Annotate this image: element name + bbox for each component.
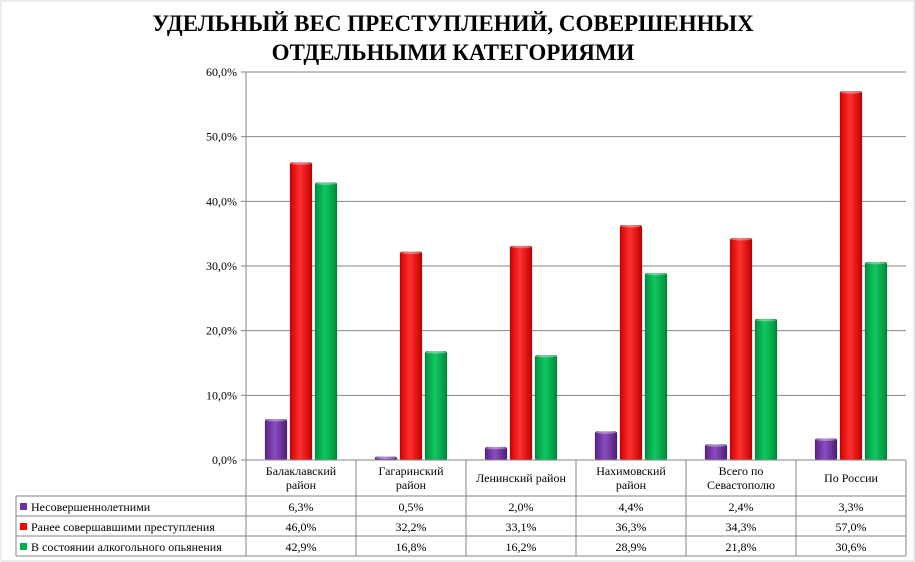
table-cell: 6,3% (289, 500, 314, 514)
bar-cap (486, 446, 506, 450)
category-label: По России (824, 471, 878, 485)
bar-3-1 (314, 182, 338, 461)
table-cell: 46,0% (286, 520, 317, 534)
bar-cap (816, 438, 836, 441)
legend-key-1 (20, 503, 27, 510)
table-cell: 42,9% (286, 540, 317, 554)
category-label: Всего по (719, 464, 764, 478)
bar-2-6 (839, 91, 863, 461)
category-label: Нахимовский (596, 464, 666, 478)
chart-title-line-2: ОТДЕЛЬНЫМИ КАТЕГОРИЯМИ (272, 40, 635, 65)
table-cell: 2,4% (729, 500, 754, 514)
table-cell: 57,0% (836, 520, 867, 534)
legend-key-2 (20, 523, 27, 530)
bar-2-3 (509, 245, 533, 461)
y-tick-label: 50,0% (206, 130, 237, 144)
bar-cap (706, 444, 726, 447)
y-tick-label: 40,0% (206, 194, 237, 208)
bar-3-4 (644, 272, 668, 461)
table-cell: 28,9% (616, 540, 647, 554)
bar-3-2 (424, 351, 448, 461)
bar-cap (291, 162, 311, 165)
table-cell: 33,1% (506, 520, 537, 534)
bar-cap (536, 354, 556, 358)
bar-cap (401, 251, 421, 255)
bar-2-2 (399, 251, 423, 461)
table-cell: 21,8% (726, 540, 757, 554)
y-tick-label: 60,0% (206, 65, 237, 79)
y-axis: 0,0% 10,0% 20,0% 30,0% 40,0% 50,0% 60,0% (206, 65, 247, 467)
table-cell: 32,2% (396, 520, 427, 534)
bar-cap (376, 456, 396, 460)
y-tick-label: 0,0% (212, 453, 237, 467)
table-cell: 36,3% (616, 520, 647, 534)
bar-cap (596, 431, 616, 434)
bar-cap (731, 237, 751, 241)
category-label: Ленинский район (476, 471, 566, 485)
bar-1-4 (594, 431, 618, 461)
category-label: Гагаринский (378, 464, 444, 478)
bar-cap (621, 224, 641, 228)
table-cell: 16,8% (396, 540, 427, 554)
bar-1-6 (814, 438, 838, 461)
legend-label-3: В состоянии алкогольного опьянения (31, 540, 222, 554)
category-label: Севастополю (707, 478, 775, 492)
bar-cap (511, 245, 531, 249)
category-label: Балаклавский (266, 464, 337, 478)
bar-2-5 (729, 237, 753, 461)
bar-cap (646, 272, 666, 276)
bar-cap (316, 182, 336, 185)
chart-title-line-1: УДЕЛЬНЫЙ ВЕС ПРЕСТУПЛЕНИЙ, СОВЕРШЕННЫХ (152, 11, 754, 36)
bar-2-4 (619, 224, 643, 461)
table-cell: 30,6% (836, 540, 867, 554)
bar-2-1 (289, 162, 313, 461)
category-label: район (616, 478, 647, 492)
table-cell: 0,5% (399, 500, 424, 514)
table-cell: 2,0% (509, 500, 534, 514)
y-tick-label: 20,0% (206, 324, 237, 338)
table-cell: 3,3% (839, 500, 864, 514)
bars (264, 91, 888, 461)
bar-3-3 (534, 354, 558, 461)
bar-cap (426, 351, 446, 354)
bar-cap (266, 418, 286, 422)
bar-3-6 (864, 261, 888, 461)
category-label: район (396, 478, 427, 492)
legend-label-1: Несовершеннолетними (31, 500, 151, 514)
bar-cap (866, 261, 886, 265)
bar-1-1 (264, 418, 288, 461)
legend-label-2: Ранее совершавшими преступления (31, 520, 215, 534)
table-cell: 34,3% (726, 520, 757, 534)
y-tick-label: 30,0% (206, 259, 237, 273)
bar-cap (756, 318, 776, 322)
bar-1-5 (704, 444, 728, 461)
table-cell: 4,4% (619, 500, 644, 514)
table-cell: 16,2% (506, 540, 537, 554)
y-tick-label: 10,0% (206, 388, 237, 402)
bar-cap (841, 91, 861, 94)
legend-key-3 (20, 543, 27, 550)
category-label: район (286, 478, 317, 492)
bar-3-5 (754, 318, 778, 461)
